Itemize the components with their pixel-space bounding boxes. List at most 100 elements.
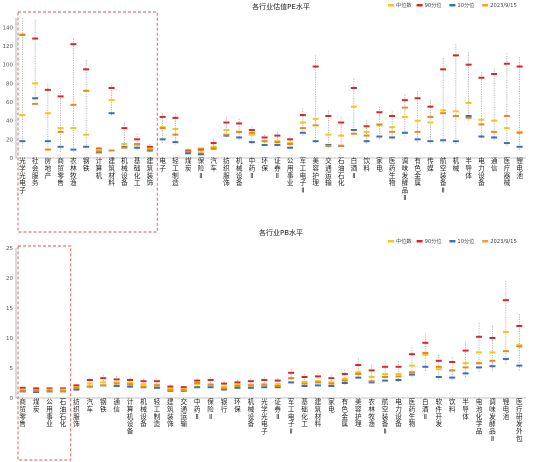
- p10-mark: [159, 138, 166, 141]
- x-tick-label: 纺织服饰: [223, 156, 230, 187]
- p90-mark: [312, 65, 319, 68]
- x-tick-char: 机: [236, 156, 243, 165]
- p10-mark: [274, 386, 281, 389]
- x-tick-char: 池: [516, 171, 523, 180]
- x-tick-char: 池: [503, 412, 510, 421]
- x-tick-char: 器: [504, 172, 511, 180]
- x-tick-char: 发: [516, 419, 523, 428]
- p10-mark: [476, 366, 483, 369]
- p90-mark: [44, 88, 51, 91]
- x-tick-char: 物: [389, 178, 396, 187]
- x-tick-char: 石: [60, 398, 67, 406]
- x-tick-char: 空: [382, 404, 389, 413]
- x-tick-char: 础: [134, 163, 141, 172]
- x-tick-char: 纺: [73, 397, 80, 406]
- x-tick-char: 软: [435, 397, 442, 406]
- x-tick-label: 建筑装饰: [147, 156, 154, 187]
- x-tick-char: 织: [73, 404, 80, 413]
- p90-mark: [350, 87, 357, 89]
- x-tick-label: 半导体: [465, 156, 472, 180]
- x-tick-char: 护: [355, 412, 362, 421]
- x-tick-label: 电力设备: [478, 156, 485, 187]
- median-mark: [478, 118, 485, 121]
- p90-mark: [274, 379, 281, 382]
- x-tick-char: 商: [19, 397, 26, 406]
- p10-mark: [516, 145, 523, 148]
- x-tick-label: 计算机设备: [127, 397, 134, 436]
- p10-mark: [134, 146, 141, 149]
- x-tick-char: 社: [32, 156, 39, 165]
- x-tick-char: 钢: [83, 157, 90, 165]
- x-tick-label: 证券 Ⅱ: [274, 398, 281, 421]
- x-tick-label: 光学光电子: [261, 397, 268, 436]
- x-tick-char: 环: [261, 157, 268, 165]
- x-tick-char: 军: [288, 398, 295, 406]
- x-tick-char: 机: [121, 156, 128, 165]
- p90-mark: [247, 380, 254, 383]
- current-mark: [121, 146, 128, 149]
- x-tick-char: 饮: [363, 156, 370, 165]
- x-tick-char: 品: [476, 428, 483, 436]
- current-mark: [363, 134, 370, 137]
- x-tick-label: 调味发酵品 Ⅱ: [489, 397, 496, 443]
- current-mark: [314, 381, 321, 384]
- x-tick-char: 设: [127, 419, 134, 428]
- x-tick-char: 设: [236, 171, 243, 180]
- current-mark: [261, 383, 268, 386]
- x-tick-char: 体: [462, 412, 469, 421]
- current-mark: [376, 123, 383, 126]
- x-tick-char: 农: [368, 397, 375, 406]
- median-mark: [382, 373, 389, 375]
- x-tick-char: 用: [287, 164, 294, 172]
- p10-mark: [44, 140, 51, 143]
- x-tick-label: 机械设备: [140, 397, 147, 428]
- x-tick-char: 建: [147, 156, 154, 165]
- x-tick-char: 光: [19, 171, 26, 180]
- x-tick-char: 白: [351, 156, 358, 165]
- x-tick-char: 调: [402, 156, 409, 165]
- median-mark: [401, 115, 408, 118]
- median-mark: [83, 133, 90, 136]
- x-tick-label: 汽车: [87, 397, 94, 413]
- p10-mark: [312, 140, 319, 143]
- median-mark: [100, 381, 107, 384]
- legend-label: 90分位: [425, 1, 442, 9]
- current-mark: [274, 385, 281, 387]
- x-tick-char: 服: [73, 413, 80, 421]
- p10-mark: [427, 140, 434, 143]
- x-tick-char: 备: [440, 178, 447, 187]
- x-tick-char: 工: [134, 179, 141, 187]
- x-tick-char: 军: [300, 157, 307, 165]
- p90-mark: [261, 379, 268, 381]
- x-tick-label: 机械设备: [121, 156, 128, 187]
- current-mark: [274, 141, 281, 144]
- x-tick-char: 备: [127, 427, 134, 436]
- x-tick-char: 信: [113, 404, 120, 413]
- legend-label: 90分位: [425, 237, 442, 245]
- x-tick-label: 证券 Ⅱ: [274, 157, 281, 180]
- current-mark: [46, 389, 53, 392]
- x-tick-char: 传: [427, 156, 434, 165]
- median-mark: [338, 134, 345, 137]
- x-tick-char: 备: [248, 419, 255, 428]
- chart-title: 各行业估值PE水平: [252, 2, 310, 11]
- x-tick-char: 空: [440, 163, 447, 172]
- x-tick-char: 力: [478, 163, 485, 172]
- p10-mark: [247, 386, 254, 389]
- current-mark: [489, 359, 496, 362]
- x-tick-char: 化: [476, 412, 483, 421]
- x-tick-char: 通: [325, 163, 332, 172]
- x-tick-char: 车: [210, 163, 217, 172]
- p90-mark: [491, 73, 498, 75]
- x-tick-label: 美容护理: [355, 397, 362, 428]
- x-tick-char: 筑: [147, 163, 154, 172]
- median-mark: [86, 382, 93, 385]
- median-mark: [108, 99, 115, 102]
- x-tick-char: 味: [402, 163, 409, 172]
- p90-mark: [389, 115, 396, 117]
- median-mark: [248, 133, 255, 136]
- x-tick-char: 料: [315, 419, 322, 428]
- current-mark: [33, 389, 40, 392]
- x-tick-char: 证: [274, 398, 281, 406]
- x-tick-char: 织: [223, 163, 230, 172]
